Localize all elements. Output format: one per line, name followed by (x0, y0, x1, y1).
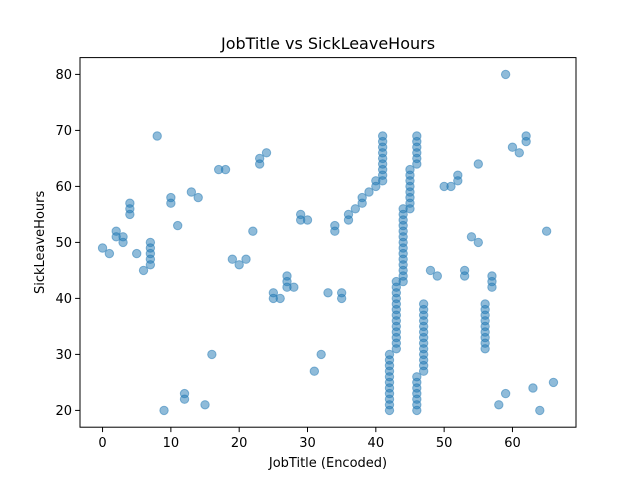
data-point (453, 176, 463, 186)
data-point (316, 349, 326, 360)
data-point (261, 148, 272, 158)
data-point (179, 394, 190, 404)
data-point (343, 215, 354, 225)
data-point (398, 276, 408, 287)
data-point (289, 282, 299, 292)
y-axis-label: SickLeaveHours (33, 191, 48, 295)
y-tick-label: 20 (55, 404, 72, 419)
data-point (514, 148, 524, 158)
data-point (507, 142, 518, 152)
data-point (309, 366, 320, 376)
x-tick-label: 50 (436, 436, 453, 451)
data-point (500, 69, 511, 80)
data-point (207, 349, 217, 360)
data-point (241, 254, 251, 264)
y-tick-label: 30 (55, 348, 72, 363)
data-point (336, 293, 347, 304)
data-point (412, 405, 422, 416)
data-point (145, 260, 156, 270)
data-point (186, 187, 197, 197)
data-point (330, 226, 340, 236)
data-point (473, 237, 484, 248)
data-point (473, 159, 484, 169)
data-point (118, 237, 128, 248)
data-point (459, 271, 470, 281)
x-axis-label: JobTitle (Encoded) (268, 456, 387, 471)
y-tick-label: 60 (55, 180, 72, 195)
data-point (480, 344, 490, 354)
x-axis: 0 10 20 30 40 50 60 (98, 427, 521, 451)
data-point (275, 293, 285, 304)
data-point (405, 204, 415, 214)
data-point (487, 282, 497, 292)
x-tick-label: 40 (368, 436, 385, 451)
data-point (152, 131, 162, 141)
data-point (425, 265, 436, 276)
x-tick-label: 30 (299, 436, 316, 451)
data-point (104, 248, 115, 259)
data-point (166, 198, 176, 208)
chart-title: JobTitle vs SickLeaveHours (220, 34, 435, 53)
y-tick-label: 40 (55, 292, 72, 307)
data-point (97, 243, 108, 253)
data-point (357, 198, 367, 208)
data-point (446, 181, 456, 192)
data-point (418, 366, 429, 376)
data-point (138, 265, 149, 276)
y-tick-label: 50 (55, 236, 72, 251)
data-point (528, 383, 538, 393)
data-point (220, 164, 231, 175)
data-point (541, 226, 552, 236)
plot-area (80, 57, 576, 428)
x-tick-label: 20 (231, 436, 248, 451)
data-point (248, 226, 258, 236)
data-points (97, 69, 559, 416)
x-tick-label: 10 (163, 436, 180, 451)
data-point (125, 209, 135, 220)
data-point (412, 159, 422, 169)
data-point (432, 271, 443, 281)
data-point (323, 288, 333, 298)
data-point (254, 159, 265, 169)
data-point (377, 176, 388, 186)
data-point (227, 254, 238, 264)
data-point (466, 232, 477, 242)
data-point (200, 400, 210, 410)
data-point (172, 220, 183, 231)
data-point (234, 260, 244, 270)
data-point (535, 405, 545, 416)
y-tick-label: 80 (55, 68, 72, 83)
plot-frame (79, 57, 577, 428)
data-point (364, 187, 374, 197)
x-tick-label: 0 (98, 436, 106, 451)
data-point (391, 344, 402, 354)
data-point (132, 248, 142, 259)
data-point (521, 136, 531, 147)
y-axis: 20 30 40 50 60 70 80 (55, 68, 80, 419)
data-point (159, 405, 169, 416)
data-point (500, 388, 511, 399)
y-tick-label: 70 (55, 124, 72, 139)
data-point (193, 192, 203, 203)
data-point (371, 181, 381, 192)
data-point (350, 204, 361, 214)
x-tick-label: 60 (504, 436, 521, 451)
data-point (384, 405, 395, 416)
data-point (548, 377, 559, 388)
data-point (494, 400, 504, 410)
data-point (302, 215, 313, 225)
